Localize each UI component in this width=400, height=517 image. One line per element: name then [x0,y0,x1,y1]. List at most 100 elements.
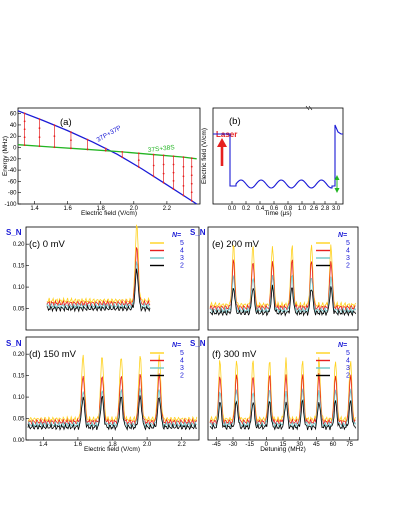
ytick-label: 0.20 [13,352,25,358]
xtick-label: 1.8 [108,442,117,448]
legend-label-N4: 4 [180,248,184,255]
curve-N5 [209,244,356,310]
legend-label-N5: 5 [346,350,350,357]
xtick-label: 45 [313,442,320,448]
xtick-label: 60 [330,442,337,448]
a-dot [104,147,107,150]
a-dot [86,148,89,151]
panel-a-ylabel: Energy (MHz) [2,136,9,176]
ytick-label: 0.20 [13,242,25,248]
ytick-label: 0.00 [13,438,25,444]
curve-N4 [46,247,151,308]
xtick-label: 0 [265,442,269,448]
a-dot [23,120,26,123]
a-dot [38,136,41,139]
a-ytick-label: -40 [8,168,17,174]
a-dot [162,181,165,184]
a-xtick-label: 1.4 [30,206,39,212]
a-dot [38,127,41,130]
legend-title: N= [338,232,347,239]
legend-label-N4: 4 [346,358,350,365]
curve-N2 [46,268,151,313]
panel-b-ylabel: Electric field (V/cm) [201,128,208,184]
legend-label-N2: 2 [346,263,350,270]
a-xtick-label: 1.6 [63,206,72,212]
ytick-label: 0.15 [13,374,25,380]
xtick-label: 1.6 [74,442,83,448]
a-dot [86,138,89,141]
a-dot [137,152,140,155]
b-xtick-label: 0.4 [256,206,265,212]
xtick-label: 2.0 [143,442,152,448]
b-xtick-label: 0.6 [270,206,279,212]
b-xtick-label: 0.0 [228,206,237,212]
legend-label-N2: 2 [180,373,184,380]
laser-arrow-head [217,138,227,147]
a-dot [23,136,26,139]
a-dot [190,191,193,194]
panel-f-xlabel: Detuning (MHz) [260,446,306,453]
legend-label-N5: 5 [180,240,184,247]
a-dot [70,139,72,142]
panel-a-marks: 1.4 1.6 1.8 2.0 2.2 60 40 20 0 -20 -40 -60 -80 -100 [4,110,198,212]
a-dot [190,182,193,185]
green-arrow-head-up [334,175,340,180]
curve-N2 [209,284,356,317]
lower-panels-marks: 0.050.100.150.20N=54320.000.050.100.150.… [13,224,356,448]
a-dot [23,144,26,147]
a-dot [152,164,155,167]
a-dot [53,124,56,127]
legend-label-N2: 2 [346,373,350,380]
curve-N5 [27,354,198,424]
legend-label-N3: 3 [346,255,350,262]
a-dot [53,146,56,149]
a-dot [121,156,124,159]
panel-a-frame [17,107,201,205]
legend-title: N= [172,232,181,239]
a-dot [121,151,124,153]
legend-label-N5: 5 [346,240,350,247]
a-dot [70,147,72,150]
b-xtick-label: 1.0 [298,206,307,212]
a-ytick-label: -60 [8,179,17,185]
ytick-label: 0.10 [13,285,25,291]
legend-label-N4: 4 [346,248,350,255]
panel-d-label: (d) 150 mV [29,349,77,360]
a-dot [38,118,41,121]
panel-d-xlabel: Electric field (V/cm) [84,446,140,453]
b-xtick-label: 3.0 [332,206,341,212]
panel-b-xlabel: Time (μs) [264,210,291,217]
a-dot [182,156,185,159]
a-dot [162,154,165,157]
a-dot [182,184,185,187]
a-dot [152,153,155,156]
b-xtick-label: 2.8 [321,206,330,212]
panel-b-marks: 0.0 0.2 0.4 0.6 0.8 1.0 2.6 2.8 3.0 [213,105,343,212]
curve-N4 [27,373,198,427]
a-dot [172,188,175,190]
a-xtick-label: 1.8 [97,206,106,212]
a-ytick-label: -100 [4,202,17,208]
green-arrow-head-down [334,188,340,193]
panel-b-frame [212,107,344,205]
a-dot [152,175,155,178]
a-dot [137,159,140,162]
b-xtick-label: 0.2 [242,206,251,212]
xtick-label: 75 [346,442,353,448]
ytick-label: 0.10 [13,395,25,401]
a-dot [53,135,56,138]
b-field-waveform [213,124,343,189]
legend-label-N4: 4 [180,358,184,365]
a-dot [190,174,193,177]
xtick-label: 1.4 [39,442,48,448]
legend-label-N3: 3 [180,255,184,262]
xtick-label: 30 [296,442,303,448]
xtick-label: 2.2 [178,442,187,448]
a-dot [23,128,26,131]
a-dot [172,171,175,174]
panel-f-ylabel: S_N [190,339,206,348]
b-axis-break [308,105,313,111]
ytick-label: 0.05 [13,417,25,423]
a-dot [172,179,175,182]
legend-label-N5: 5 [180,350,184,357]
